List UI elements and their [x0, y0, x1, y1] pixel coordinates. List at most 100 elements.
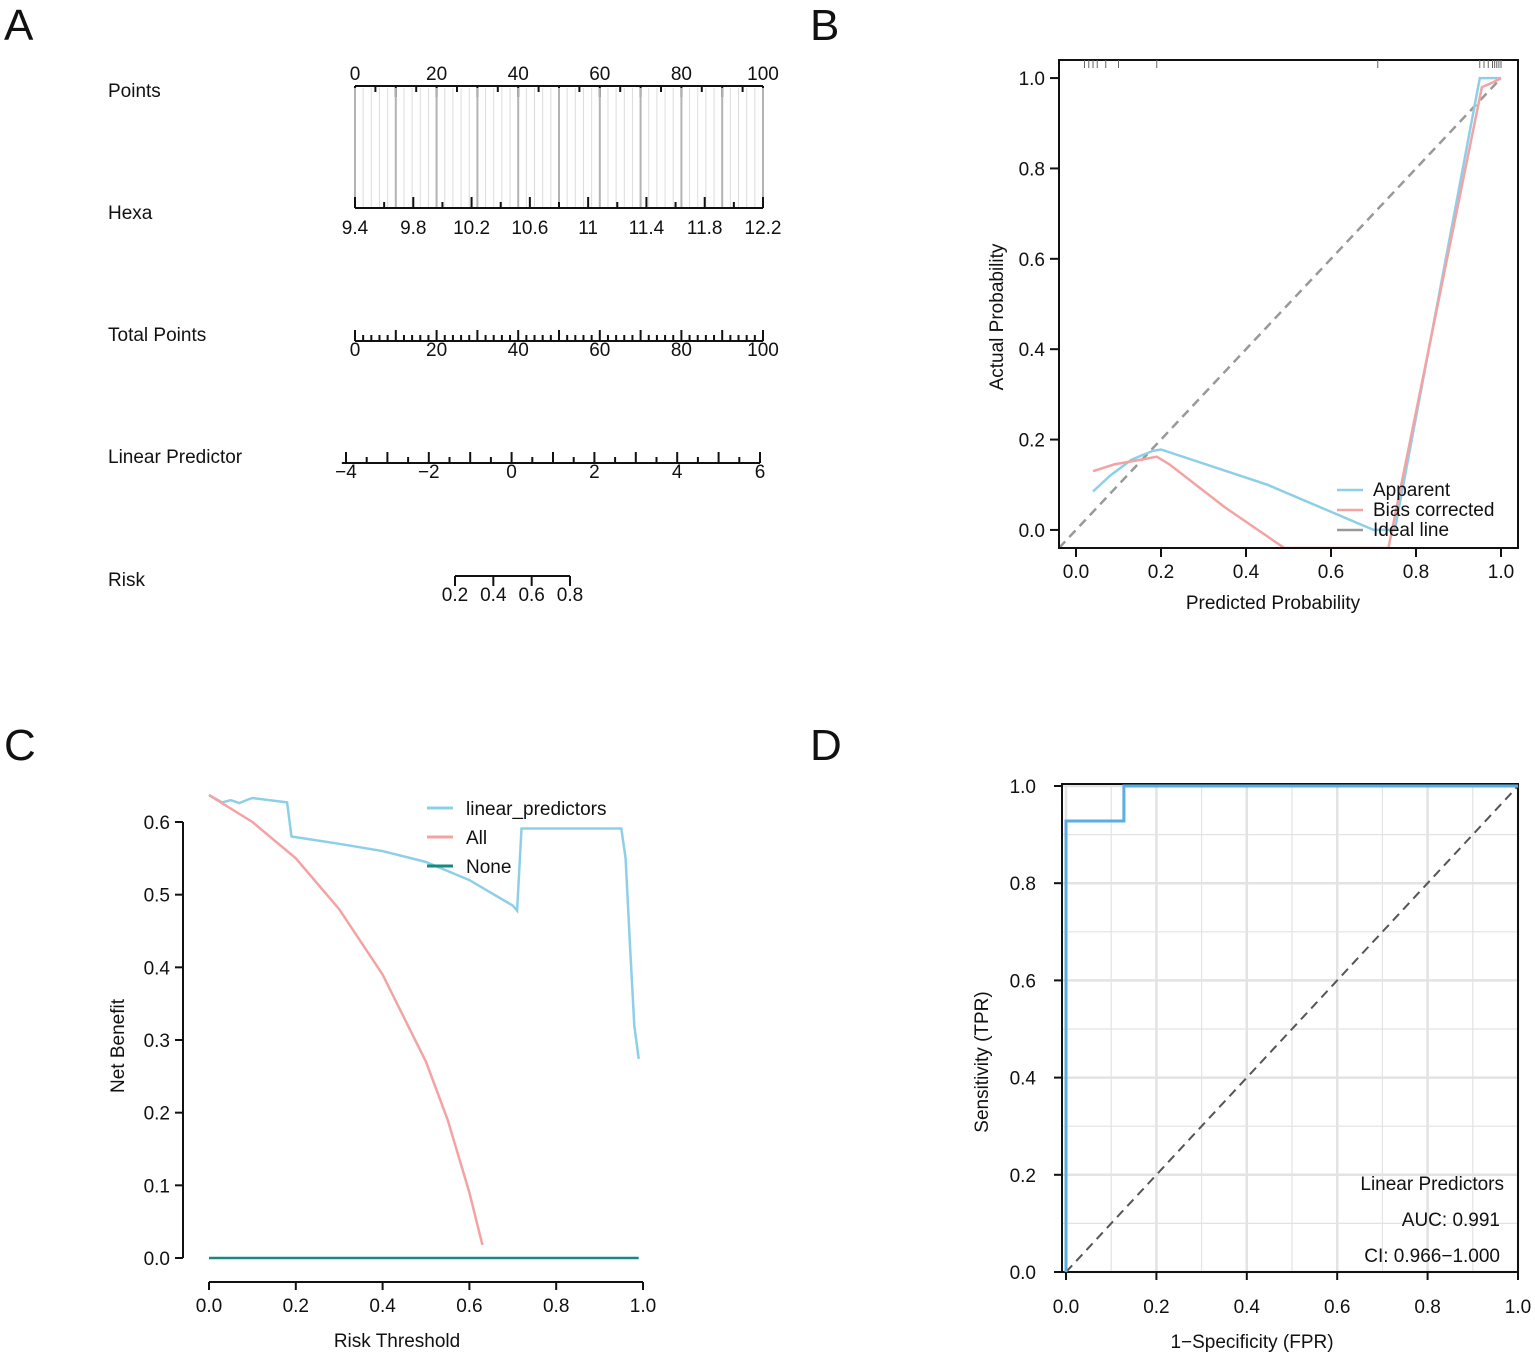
roc-y-tick-label: 1.0 [1010, 777, 1036, 798]
roc-x-tick-label: 0.4 [1234, 1297, 1261, 1318]
total-points-tick-label: 40 [508, 340, 529, 361]
calibration-y-tick-label: 0.4 [1019, 340, 1046, 361]
points-tick-label: 40 [508, 64, 529, 85]
total-points-tick-label: 100 [747, 340, 779, 361]
hexa-tick-label: 10.6 [511, 218, 548, 239]
decision-y-tick-label: 0.3 [144, 1031, 170, 1052]
roc-line-diagonal [1065, 785, 1519, 1273]
risk-tick-label: 0.8 [557, 585, 583, 606]
decision-x-tick-label: 0.2 [283, 1296, 309, 1317]
decision-legend-label-all: All [466, 828, 487, 849]
hexa-tick-label: 9.4 [342, 218, 369, 239]
decision-legend-label-linear-predictors: linear_predictors [466, 799, 606, 820]
panel-letter-b: B [810, 1, 839, 50]
decision-y-tick-label: 0.4 [144, 958, 171, 979]
calibration-legend-label-ideal-line: Ideal line [1373, 520, 1449, 541]
decision-legend-label-none: None [466, 857, 511, 878]
calibration-x-tick-label: 0.6 [1318, 562, 1344, 583]
roc-y-tick-label: 0.4 [1010, 1069, 1037, 1090]
total-points-tick-label: 20 [426, 340, 447, 361]
roc-x-axis-title: 1−Specificity (FPR) [1170, 1332, 1333, 1353]
linear-predictor-tick-label: 4 [672, 462, 683, 483]
points-tick-label: 60 [589, 64, 610, 85]
hexa-tick-label: 11.8 [687, 218, 723, 239]
roc-y-tick-label: 0.6 [1010, 971, 1036, 992]
total-points-tick-label: 0 [350, 340, 361, 361]
points-tick-label: 80 [671, 64, 692, 85]
nomogram-label-total-points: Total Points [108, 325, 206, 346]
calibration-legend-label-apparent: Apparent [1373, 480, 1451, 501]
panel-c-decision-curve: 0.0 0.2 0.4 0.6 0.8 1.0 0.0 0.1 0.2 0.3 0.4 0.5 0.6 l… [108, 794, 656, 1352]
roc-plot: 0.0 0.2 0.4 0.6 0.8 1.0 0.0 0.2 0.4 0.6 0.8 1.0 [1010, 777, 1532, 1318]
hexa-tick-label: 10.2 [453, 218, 490, 239]
decision-y-tick-label: 0.1 [144, 1176, 170, 1197]
roc-line-roc [1064, 784, 1518, 1272]
decision-curve-plot: 0.0 0.2 0.4 0.6 0.8 1.0 0.0 0.1 0.2 0.3 0.4 0.5 0.6 l… [144, 794, 656, 1317]
decision-line-linear-predictors [208, 794, 640, 1060]
decision-x-tick-label: 0.8 [543, 1296, 569, 1317]
roc-y-axis-title: Sensitivity (TPR) [972, 991, 993, 1132]
total-points-tick-label: 80 [671, 340, 692, 361]
hexa-tick-label: 11.4 [629, 218, 665, 239]
nomogram-label-linear-predictor: Linear Predictor [108, 447, 243, 468]
decision-x-tick-label: 0.6 [456, 1296, 482, 1317]
points-tick-label: 100 [747, 64, 779, 85]
panel-d-roc: 0.0 0.2 0.4 0.6 0.8 1.0 0.0 0.2 0.4 0.6 0.8 1.0 1−S… [972, 777, 1531, 1353]
calibration-x-axis-title: Predicted Probability [1186, 593, 1361, 614]
calibration-y-tick-label: 0.0 [1019, 521, 1045, 542]
decision-x-tick-label: 1.0 [630, 1296, 656, 1317]
roc-x-tick-label: 0.2 [1143, 1297, 1169, 1318]
risk-tick-label: 0.6 [518, 585, 544, 606]
roc-x-tick-label: 1.0 [1505, 1297, 1531, 1318]
calibration-plot: 0.0 0.2 0.4 0.6 0.8 1.0 0.0 0.2 0.4 0.6 0.8 1.0 Appa… [1019, 59, 1519, 583]
panel-b-calibration: 0.0 0.2 0.4 0.6 0.8 1.0 0.0 0.2 0.4 0.6 0.8 1.0 Appa… [987, 59, 1519, 614]
linear-predictor-tick-label: −4 [335, 462, 357, 483]
roc-plot-frame [1061, 783, 1519, 1273]
panel-letter-a: A [4, 1, 34, 50]
decision-y-axis-title: Net Benefit [108, 998, 129, 1093]
decision-y-tick-label: 0.5 [144, 886, 170, 907]
calibration-x-tick-label: 1.0 [1488, 562, 1514, 583]
roc-x-tick-label: 0.8 [1414, 1297, 1440, 1318]
nomogram-label-points: Points [108, 81, 161, 102]
hexa-tick-label: 9.8 [400, 218, 426, 239]
roc-y-tick-label: 0.0 [1010, 1263, 1036, 1284]
calibration-line-apparent [1092, 76, 1501, 532]
decision-line-all [208, 794, 484, 1246]
points-tick-label: 20 [426, 64, 447, 85]
nomogram-label-risk: Risk [108, 570, 145, 591]
risk-tick-label: 0.2 [442, 585, 468, 606]
calibration-plot-frame [1058, 59, 1519, 549]
calibration-x-tick-label: 0.4 [1233, 562, 1260, 583]
panel-a-nomogram: Points Hexa Total Points Linear Predicto… [108, 64, 781, 606]
decision-x-tick-label: 0.0 [196, 1296, 222, 1317]
roc-annotation-auc: AUC: 0.991 [1402, 1210, 1500, 1231]
panel-letter-d: D [810, 721, 842, 770]
decision-x-axis-title: Risk Threshold [334, 1331, 460, 1352]
roc-x-tick-label: 0.6 [1324, 1297, 1350, 1318]
calibration-x-tick-label: 0.0 [1063, 562, 1089, 583]
decision-x-tick-label: 0.4 [369, 1296, 396, 1317]
hexa-tick-label: 12.2 [745, 218, 782, 239]
hexa-tick-label: 11 [578, 218, 598, 239]
calibration-x-tick-label: 0.2 [1148, 562, 1174, 583]
roc-annotation-model: Linear Predictors [1360, 1174, 1504, 1195]
linear-predictor-tick-label: 6 [755, 462, 766, 483]
linear-predictor-tick-label: 0 [506, 462, 517, 483]
nomogram-label-hexa: Hexa [108, 203, 153, 224]
calibration-y-tick-label: 1.0 [1019, 69, 1045, 90]
decision-y-tick-label: 0.0 [144, 1249, 170, 1270]
calibration-y-tick-label: 0.6 [1019, 250, 1045, 271]
calibration-line-bias-corrected [1092, 76, 1502, 547]
decision-y-tick-label: 0.6 [144, 813, 170, 834]
panel-letter-c: C [4, 721, 36, 770]
roc-annotation-ci: CI: 0.966−1.000 [1364, 1246, 1500, 1267]
total-points-tick-label: 60 [589, 340, 610, 361]
risk-tick-label: 0.4 [480, 585, 507, 606]
points-tick-label: 0 [350, 64, 361, 85]
calibration-x-tick-label: 0.8 [1403, 562, 1429, 583]
linear-predictor-tick-label: −2 [418, 462, 440, 483]
calibration-y-axis-title: Actual Probability [987, 243, 1008, 390]
